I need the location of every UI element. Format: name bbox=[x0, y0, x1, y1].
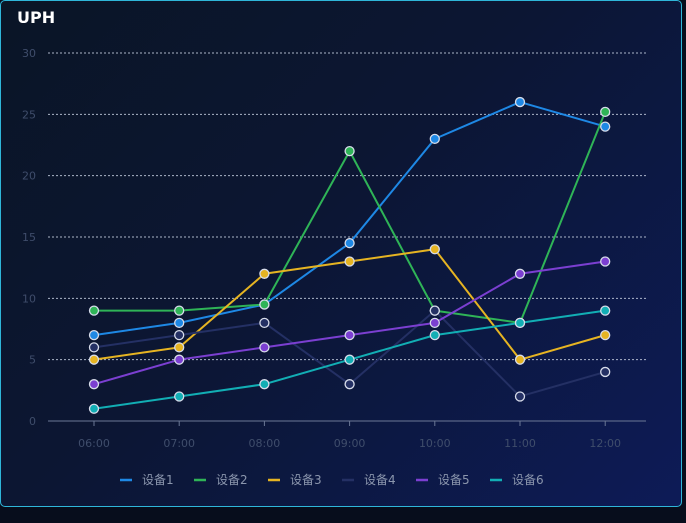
chart-title: UPH bbox=[17, 8, 56, 27]
x-tick-label: 08:00 bbox=[249, 437, 281, 450]
series-2-point[interactable] bbox=[344, 145, 355, 157]
series-5-point[interactable] bbox=[174, 354, 185, 365]
series-6-point[interactable] bbox=[344, 354, 355, 365]
legend-label-2[interactable]: 设备2 bbox=[216, 473, 248, 487]
series-4-point[interactable] bbox=[514, 391, 526, 402]
series-4-point[interactable] bbox=[88, 342, 100, 353]
series-5-point[interactable] bbox=[429, 317, 440, 329]
series-6-point[interactable] bbox=[259, 379, 270, 390]
series-5-point[interactable] bbox=[514, 268, 526, 279]
x-tick-label: 11:00 bbox=[504, 437, 536, 450]
series-5-point[interactable] bbox=[600, 256, 611, 267]
series-2-point[interactable] bbox=[259, 299, 270, 310]
y-tick-label: 30 bbox=[22, 47, 36, 60]
series-3-point[interactable] bbox=[88, 354, 100, 365]
x-tick-label: 06:00 bbox=[78, 437, 110, 450]
series-4-point[interactable] bbox=[174, 329, 185, 341]
series-3-point[interactable] bbox=[344, 256, 355, 267]
x-tick-label: 12:00 bbox=[589, 437, 621, 450]
x-tick-label: 09:00 bbox=[334, 437, 366, 450]
series-2-point[interactable] bbox=[174, 305, 185, 316]
y-tick-label: 20 bbox=[22, 170, 36, 183]
legend-label-4[interactable]: 设备4 bbox=[364, 473, 396, 487]
series-4-point[interactable] bbox=[429, 305, 440, 316]
series-6-point[interactable] bbox=[429, 329, 440, 341]
series-5-point[interactable] bbox=[259, 342, 270, 353]
legend-label-1[interactable]: 设备1 bbox=[142, 473, 174, 487]
y-tick-label: 0 bbox=[29, 415, 36, 428]
series-4-point[interactable] bbox=[600, 366, 611, 378]
series-1-point[interactable] bbox=[514, 96, 526, 108]
y-tick-label: 25 bbox=[22, 108, 36, 121]
series-5-point[interactable] bbox=[344, 329, 355, 341]
series-3-point[interactable] bbox=[259, 268, 270, 279]
series-5-point[interactable] bbox=[88, 379, 100, 390]
x-tick-label: 07:00 bbox=[163, 437, 195, 450]
series-6-point[interactable] bbox=[88, 403, 100, 414]
series-6-point[interactable] bbox=[514, 317, 526, 329]
series-1-point[interactable] bbox=[344, 237, 355, 249]
series-line-2 bbox=[94, 111, 607, 324]
series-4-point[interactable] bbox=[259, 317, 270, 329]
series-1-point[interactable] bbox=[88, 329, 100, 341]
legend-label-5[interactable]: 设备5 bbox=[438, 473, 470, 487]
legend-label-6[interactable]: 设备6 bbox=[512, 473, 544, 487]
series-1-point[interactable] bbox=[600, 121, 611, 132]
series-3-point[interactable] bbox=[600, 329, 611, 341]
series-2-point[interactable] bbox=[600, 106, 611, 118]
series-3-point[interactable] bbox=[429, 244, 440, 255]
y-tick-label: 5 bbox=[29, 354, 36, 367]
series-line-5 bbox=[93, 260, 606, 386]
y-tick-label: 10 bbox=[22, 292, 36, 305]
series-4-point[interactable] bbox=[344, 379, 355, 390]
series-6-point[interactable] bbox=[174, 391, 185, 402]
y-tick-label: 15 bbox=[22, 231, 36, 244]
series-3-point[interactable] bbox=[514, 354, 526, 365]
series-6-point[interactable] bbox=[600, 305, 611, 316]
series-2-point[interactable] bbox=[88, 305, 100, 316]
series-1-point[interactable] bbox=[174, 317, 185, 329]
series-3-point[interactable] bbox=[174, 342, 185, 353]
series-1-point[interactable] bbox=[429, 133, 440, 145]
legend-label-3[interactable]: 设备3 bbox=[290, 473, 322, 487]
chart-panel: UPH bbox=[0, 0, 682, 507]
x-tick-label: 10:00 bbox=[419, 437, 451, 450]
